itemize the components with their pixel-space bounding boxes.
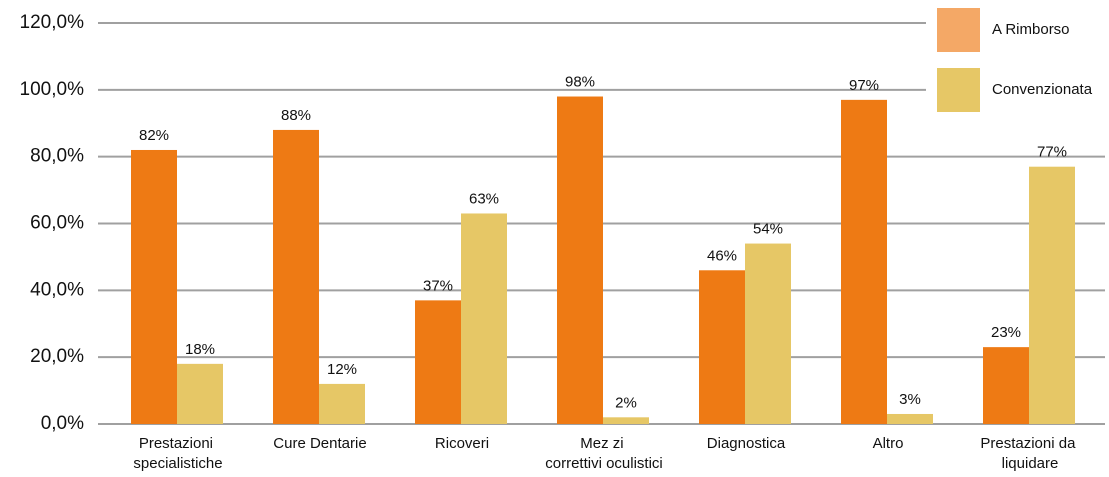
legend-swatch [937,68,980,112]
data-label: 3% [899,391,921,408]
data-label: 98% [565,73,595,90]
y-tick-label: 80,0% [30,146,84,167]
bar [273,129,319,424]
bar [557,96,603,425]
legend-label: A Rimborso [992,21,1070,38]
data-label: 46% [707,247,737,264]
legend-swatch [937,8,980,52]
data-label: 63% [469,190,499,207]
bar [319,383,365,424]
x-tick-label: Ricoveri [435,435,489,452]
y-tick-label: 20,0% [30,346,84,367]
bar [745,243,791,424]
bar [1029,166,1075,425]
x-tick-label: Prestazioni da liquidare [980,435,1079,472]
data-label: 77% [1037,144,1067,161]
data-label: 12% [327,361,357,378]
bar [461,213,507,424]
data-label: 54% [753,221,783,238]
data-label: 82% [139,127,169,144]
bar [699,270,745,424]
bar [603,417,649,424]
x-tick-label: Prestazioni specialistiche [133,435,222,472]
x-tick-label: Cure Dentarie [273,435,366,452]
x-tick-label: Mez zi correttivi oculistici [545,435,663,472]
x-tick-label: Diagnostica [707,435,786,452]
bar [841,99,887,424]
y-tick-label: 120,0% [20,12,85,33]
bar [177,363,223,424]
x-tick-label: Altro [873,435,904,452]
data-label: 88% [281,107,311,124]
data-label: 37% [423,277,453,294]
data-label: 18% [185,341,215,358]
data-label: 23% [991,324,1021,341]
bar [415,300,461,424]
y-tick-label: 60,0% [30,213,84,234]
data-label: 97% [849,77,879,94]
legend-label: Convenzionata [992,81,1093,98]
data-label: 2% [615,394,637,411]
bar [983,347,1029,424]
bar [131,149,177,424]
y-tick-label: 100,0% [20,79,85,100]
y-tick-label: 0,0% [41,413,84,434]
bar [887,413,933,424]
y-tick-label: 40,0% [30,279,84,300]
